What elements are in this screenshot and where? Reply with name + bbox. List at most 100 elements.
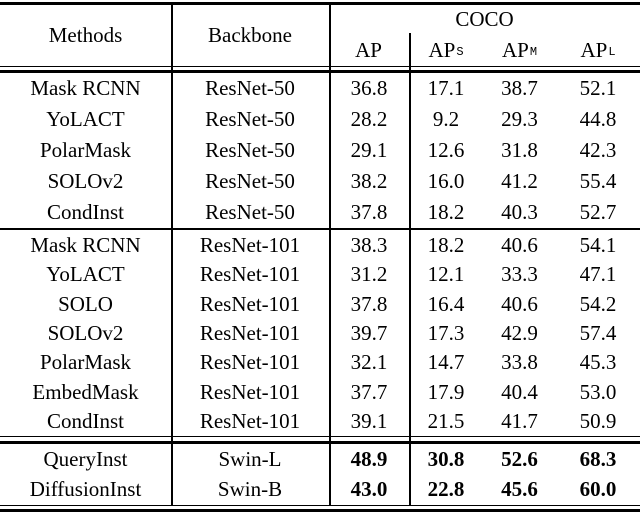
metric-cell: 18.2 [427,233,465,258]
metric-cell: 42.9 [501,320,538,345]
backbone-cell: ResNet-50 [205,107,295,131]
metric-cell: 43.0 [350,477,388,501]
metric-cell: 37.8 [350,200,388,224]
table-row: EmbedMask ResNet-101 37.7 17.9 40.4 53.0 [0,377,640,406]
metric-cell: 32.1 [350,350,388,375]
backbone-cell: ResNet-101 [199,262,301,287]
method-cell: PolarMask [40,138,131,162]
method-cell: Mask RCNN [30,233,141,258]
metric-cell: 14.7 [427,350,465,375]
table-row: Mask RCNN ResNet-101 38.3 18.2 40.6 54.1 [0,231,640,260]
method-cell: PolarMask [40,350,131,375]
backbone-cell: ResNet-101 [199,379,301,404]
backbone-cell: ResNet-101 [199,291,301,316]
metric-cell: 45.6 [501,477,538,501]
backbone-cell: ResNet-50 [205,138,295,162]
metric-cell: 37.7 [350,379,388,404]
group-resnet-101: Mask RCNN ResNet-101 38.3 18.2 40.6 54.1 YoLAC… [0,231,640,436]
method-cell: SOLOv2 [47,320,124,345]
backbone-cell: Swin-B [217,477,283,501]
metric-cell: 53.0 [579,379,617,404]
metric-cell: 52.1 [579,76,617,100]
metric-cell: 29.3 [501,107,538,131]
group-resnet-50: Mask RCNN ResNet-50 36.8 17.1 38.7 52.1 YoLACT… [0,73,640,228]
method-cell: EmbedMask [32,379,139,404]
col-header-ap: AP [355,37,382,62]
metric-cell: 44.8 [579,107,617,131]
rule-group3-thin [0,436,640,437]
metric-cell: 9.2 [432,107,460,131]
table-row: Mask RCNN ResNet-50 36.8 17.1 38.7 52.1 [0,73,640,104]
table-row: PolarMask ResNet-50 29.1 12.6 31.8 42.3 [0,135,640,166]
table-row: YoLACT ResNet-101 31.2 12.1 33.3 47.1 [0,260,640,289]
rule-group1-group2 [0,228,640,230]
metric-cell: 55.4 [579,169,617,193]
table-row: QueryInst Swin-L 48.9 30.8 52.6 68.3 [0,445,640,475]
metric-cell: 12.1 [427,262,465,287]
metric-cell: 54.1 [579,233,617,258]
metric-cell: 12.6 [427,138,465,162]
col-header-backbone: Backbone [208,23,292,47]
metric-cell: 42.3 [579,138,617,162]
table-row: DiffusionInst Swin-B 43.0 22.8 45.6 60.0 [0,475,640,505]
metric-cell: 22.8 [427,477,465,501]
metric-cell: 33.3 [501,262,538,287]
metric-cell: 50.9 [579,408,617,433]
backbone-cell: ResNet-50 [205,200,295,224]
metric-cell: 38.3 [350,233,388,258]
col-header-methods: Methods [48,23,123,47]
metric-cell: 38.2 [350,169,388,193]
table-row: SOLO ResNet-101 37.8 16.4 40.6 54.2 [0,290,640,319]
col-header-coco: COCO [455,7,514,31]
metric-cell: 41.7 [501,408,538,433]
metric-cell: 52.6 [501,447,538,471]
table-row: CondInst ResNet-50 37.8 18.2 40.3 52.7 [0,197,640,228]
method-cell: YoLACT [46,262,125,287]
metric-cell: 60.0 [579,477,617,501]
method-cell: SOLOv2 [47,169,124,193]
metric-cell: 68.3 [579,447,617,471]
method-cell: CondInst [46,200,124,224]
metric-cell: 54.2 [579,291,617,316]
col-header-ap-m: AP M [501,37,538,62]
method-cell: DiffusionInst [29,477,142,501]
rule-bottom-thin [0,505,640,506]
metric-cell: 33.8 [501,350,538,375]
table-row: PolarMask ResNet-101 32.1 14.7 33.8 45.3 [0,348,640,377]
metric-cell: 37.8 [350,291,388,316]
metric-cell: 30.8 [427,447,465,471]
metric-cell: 17.1 [427,76,465,100]
metric-cell: 16.0 [427,169,465,193]
metric-cell: 16.4 [427,291,465,316]
method-cell: QueryInst [43,447,128,471]
rule-header-thin [0,66,640,67]
metric-cell: 18.2 [427,200,465,224]
rule-bottom-thick [0,508,640,512]
rule-top-thick [0,2,640,5]
metric-header-row: AP AP S AP M AP L [329,34,640,66]
backbone-cell: ResNet-101 [199,233,301,258]
metric-cell: 17.3 [427,320,465,345]
table-row: YoLACT ResNet-50 28.2 9.2 29.3 44.8 [0,104,640,135]
vrule-backbone-coco [329,5,331,505]
col-header-ap-s: AP S [428,37,464,62]
metric-cell: 29.1 [350,138,388,162]
metric-cell: 21.5 [427,408,465,433]
backbone-cell: Swin-L [218,447,282,471]
metric-cell: 17.9 [427,379,465,404]
metric-cell: 36.8 [350,76,388,100]
metric-cell: 28.2 [350,107,388,131]
backbone-cell: ResNet-101 [199,350,301,375]
metric-cell: 31.2 [350,262,388,287]
backbone-cell: ResNet-50 [205,169,295,193]
metric-cell: 40.4 [501,379,538,404]
metric-cell: 38.7 [501,76,538,100]
backbone-cell: ResNet-101 [199,320,301,345]
method-cell: YoLACT [46,107,125,131]
metric-cell: 40.6 [501,291,538,316]
metric-cell: 48.9 [350,447,388,471]
group-swin: QueryInst Swin-L 48.9 30.8 52.6 68.3 Diffusion… [0,445,640,505]
metric-cell: 45.3 [579,350,617,375]
table-row: CondInst ResNet-101 39.1 21.5 41.7 50.9 [0,407,640,436]
